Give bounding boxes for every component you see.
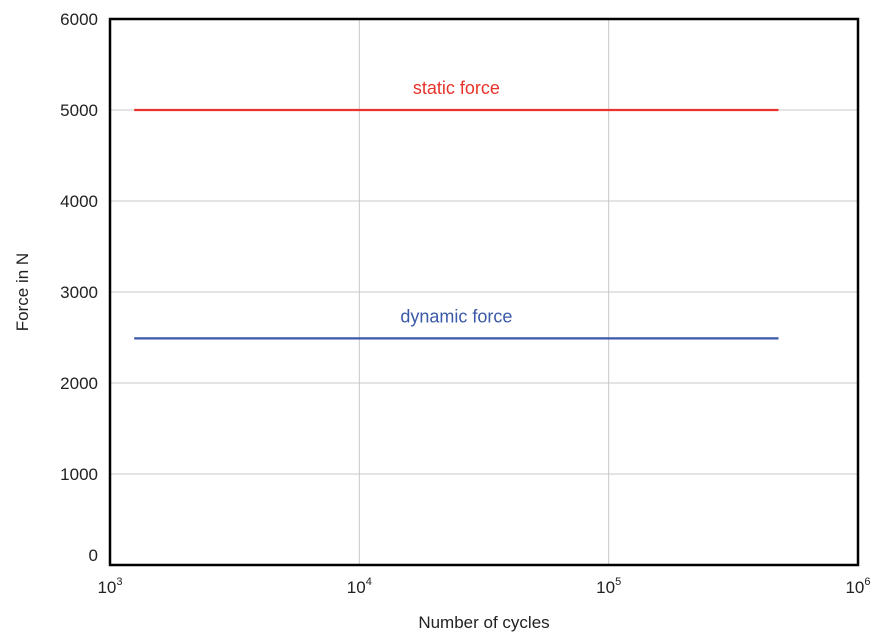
y-axis-ticks: 0 1000 2000 3000 4000 5000 6000 [60, 10, 98, 565]
x-tick-label: 105 [596, 576, 621, 597]
y-tick-label: 4000 [60, 192, 98, 211]
y-axis-label: Force in N [13, 253, 32, 331]
y-tick-label: 6000 [60, 10, 98, 29]
x-axis-label: Number of cycles [418, 613, 549, 632]
y-tick-label: 2000 [60, 374, 98, 393]
x-tick-label: 103 [97, 576, 122, 597]
y-tick-label: 1000 [60, 465, 98, 484]
x-tick-label: 104 [347, 576, 372, 597]
grid-lines [110, 19, 858, 565]
x-tick-label: 106 [845, 576, 870, 597]
series-lines: static force dynamic force [134, 78, 779, 340]
plot-frame [108, 17, 860, 567]
y-tick-label: 5000 [60, 101, 98, 120]
x-axis-ticks: 103 104 105 106 [97, 576, 870, 597]
static-force-label: static force [413, 78, 500, 98]
y-tick-label: 3000 [60, 283, 98, 302]
dynamic-force-label: dynamic force [400, 306, 512, 326]
y-tick-label: 0 [89, 546, 98, 565]
